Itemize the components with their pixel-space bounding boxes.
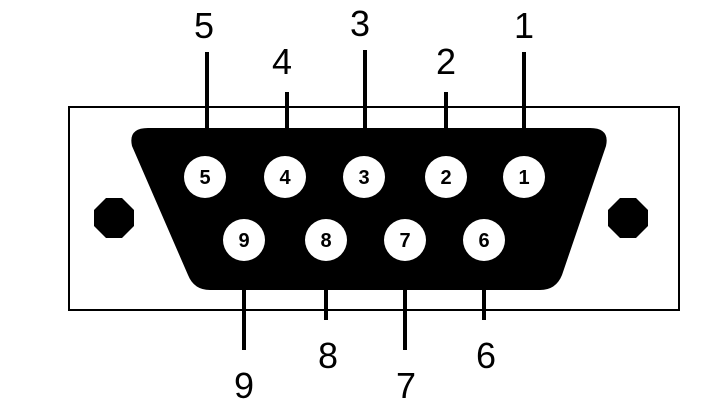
external-label-pin-8: 8: [318, 335, 338, 376]
pin-label-2: 2: [440, 167, 451, 189]
pin-4: [264, 156, 306, 198]
pin-label-6: 6: [478, 230, 489, 252]
external-label-pin-9: 9: [234, 365, 254, 406]
external-label-pin-3: 3: [350, 3, 370, 44]
right-mounting-hole: [608, 198, 648, 238]
pin-label-5: 5: [199, 167, 210, 189]
external-label-pin-4: 4: [272, 41, 292, 82]
left-mounting-hole: [94, 198, 134, 238]
external-label-pin-5: 5: [194, 5, 214, 46]
pin-label-4: 4: [279, 167, 291, 189]
pin-label-3: 3: [358, 167, 369, 189]
pin-label-7: 7: [399, 230, 410, 252]
pin-6: [463, 219, 505, 261]
pin-8: [305, 219, 347, 261]
external-label-pin-7: 7: [396, 365, 416, 406]
external-label-pin-6: 6: [476, 335, 496, 376]
pin-label-1: 1: [518, 167, 529, 189]
pin-1: [503, 156, 545, 198]
pin-3: [343, 156, 385, 198]
pin-label-9: 9: [238, 230, 249, 252]
pin-9: [223, 219, 265, 261]
pin-2: [425, 156, 467, 198]
external-label-pin-1: 1: [514, 5, 534, 46]
pin-7: [384, 219, 426, 261]
connector-shell: [131, 128, 607, 290]
pin-5: [184, 156, 226, 198]
external-label-pin-2: 2: [436, 41, 456, 82]
pin-label-8: 8: [320, 230, 331, 252]
